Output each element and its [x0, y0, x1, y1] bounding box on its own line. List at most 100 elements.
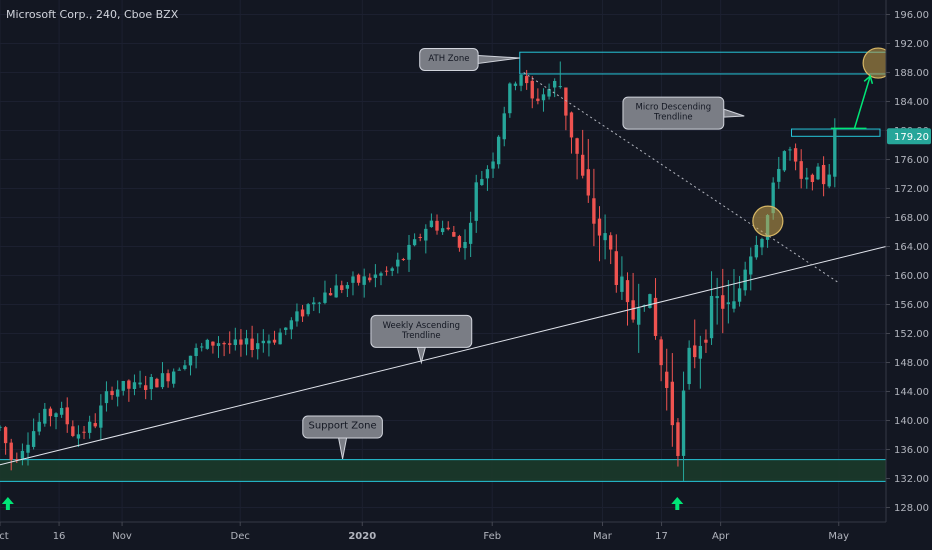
candle-body [183, 365, 187, 369]
candle-body [160, 373, 165, 388]
candles [0, 61, 837, 481]
candle-body [3, 427, 8, 444]
price-tick-label: 176.00 [894, 155, 929, 166]
candle-body [665, 371, 669, 388]
candle-body [384, 270, 389, 272]
candle-body [452, 232, 456, 237]
candle-body [172, 371, 176, 384]
time-tick-label: 17 [655, 531, 668, 542]
candle-body [726, 302, 731, 305]
candle-body [648, 294, 652, 308]
candle-body [463, 241, 467, 249]
candle-body [87, 421, 92, 433]
candle-body [132, 382, 137, 390]
candle-body [592, 198, 596, 224]
callout-text: Support Zone [309, 421, 377, 432]
time-tick-label: Mar [593, 531, 613, 542]
candle-body [194, 347, 198, 357]
candle-body [760, 238, 764, 248]
candle-body [115, 389, 120, 397]
candle-body [558, 86, 562, 88]
candle-body [709, 295, 714, 339]
candle-body [328, 293, 333, 296]
candle-body [396, 259, 400, 267]
callout: Support Zone [302, 415, 383, 460]
candle-body [177, 369, 181, 371]
projection-arrow-head [863, 74, 874, 85]
price-tick-label: 144.00 [894, 387, 929, 398]
candle-body [267, 340, 271, 344]
candle-body [754, 244, 759, 258]
price-tick-label: 160.00 [894, 271, 929, 282]
candle-body [143, 385, 148, 390]
callout-box [622, 96, 725, 130]
candle-body [127, 380, 131, 389]
candle-body [805, 177, 809, 180]
candle-body [530, 80, 534, 99]
candle-body [603, 233, 607, 241]
candle-body [569, 112, 574, 138]
candle-body [659, 339, 663, 366]
candle-body [698, 345, 703, 359]
candle-body [799, 161, 803, 179]
projection-arrow-line [853, 75, 871, 129]
candle-body [93, 423, 97, 427]
candle-body [793, 148, 798, 162]
candle-body [20, 450, 25, 459]
candle-body [564, 87, 568, 116]
candle-body [166, 373, 170, 382]
candle-body [239, 339, 243, 345]
candle-body [110, 390, 114, 396]
candle-body [833, 128, 837, 177]
candle-body [412, 239, 417, 246]
candle-body [424, 228, 428, 241]
candle-body [777, 168, 781, 182]
candle-body [524, 76, 529, 84]
candle-body [368, 277, 372, 281]
candle-body [418, 236, 422, 238]
price-tick-label: 132.00 [894, 474, 929, 485]
candle-body [693, 345, 697, 358]
candle-body [435, 220, 439, 231]
candle-body [704, 339, 708, 343]
time-tick-label: Dec [231, 531, 250, 542]
time-tick-label: Oct [0, 531, 9, 542]
callout-text: Weekly Ascending [383, 321, 460, 331]
price-tick-label: 156.00 [894, 300, 929, 311]
candle-body [732, 301, 736, 309]
candle-body [99, 405, 103, 428]
candle-body [547, 89, 551, 97]
candle-body [631, 300, 635, 320]
callout: ATH Zone [419, 47, 520, 71]
candle-body [216, 343, 221, 346]
candle-body [26, 444, 30, 453]
callout-text: ATH Zone [428, 54, 469, 64]
callout-box [419, 47, 479, 71]
candle-body [620, 276, 624, 292]
candle-body [625, 280, 630, 303]
candle-body [250, 338, 254, 351]
candle-body [295, 311, 299, 322]
price-tick-label: 172.00 [894, 184, 929, 195]
breakout-circle [752, 205, 784, 237]
current-price-badge [887, 128, 931, 145]
candle-body [810, 174, 815, 183]
candle-body [552, 80, 557, 88]
time-tick-label: May [828, 531, 849, 542]
candle-body [407, 244, 411, 260]
candle-body [272, 339, 277, 343]
candle-body [609, 235, 613, 250]
price-tick-label: 184.00 [894, 97, 929, 108]
candle-body [104, 391, 109, 404]
candle-body [816, 166, 820, 180]
candle-body [71, 426, 75, 436]
price-tick-label: 136.00 [894, 445, 929, 456]
price-tick-label: 128.00 [894, 503, 929, 514]
candle-body [496, 136, 501, 165]
candle-body [82, 431, 86, 433]
support-zone-fill [0, 459, 886, 482]
candle-body [351, 276, 355, 283]
candle-body [334, 285, 338, 298]
